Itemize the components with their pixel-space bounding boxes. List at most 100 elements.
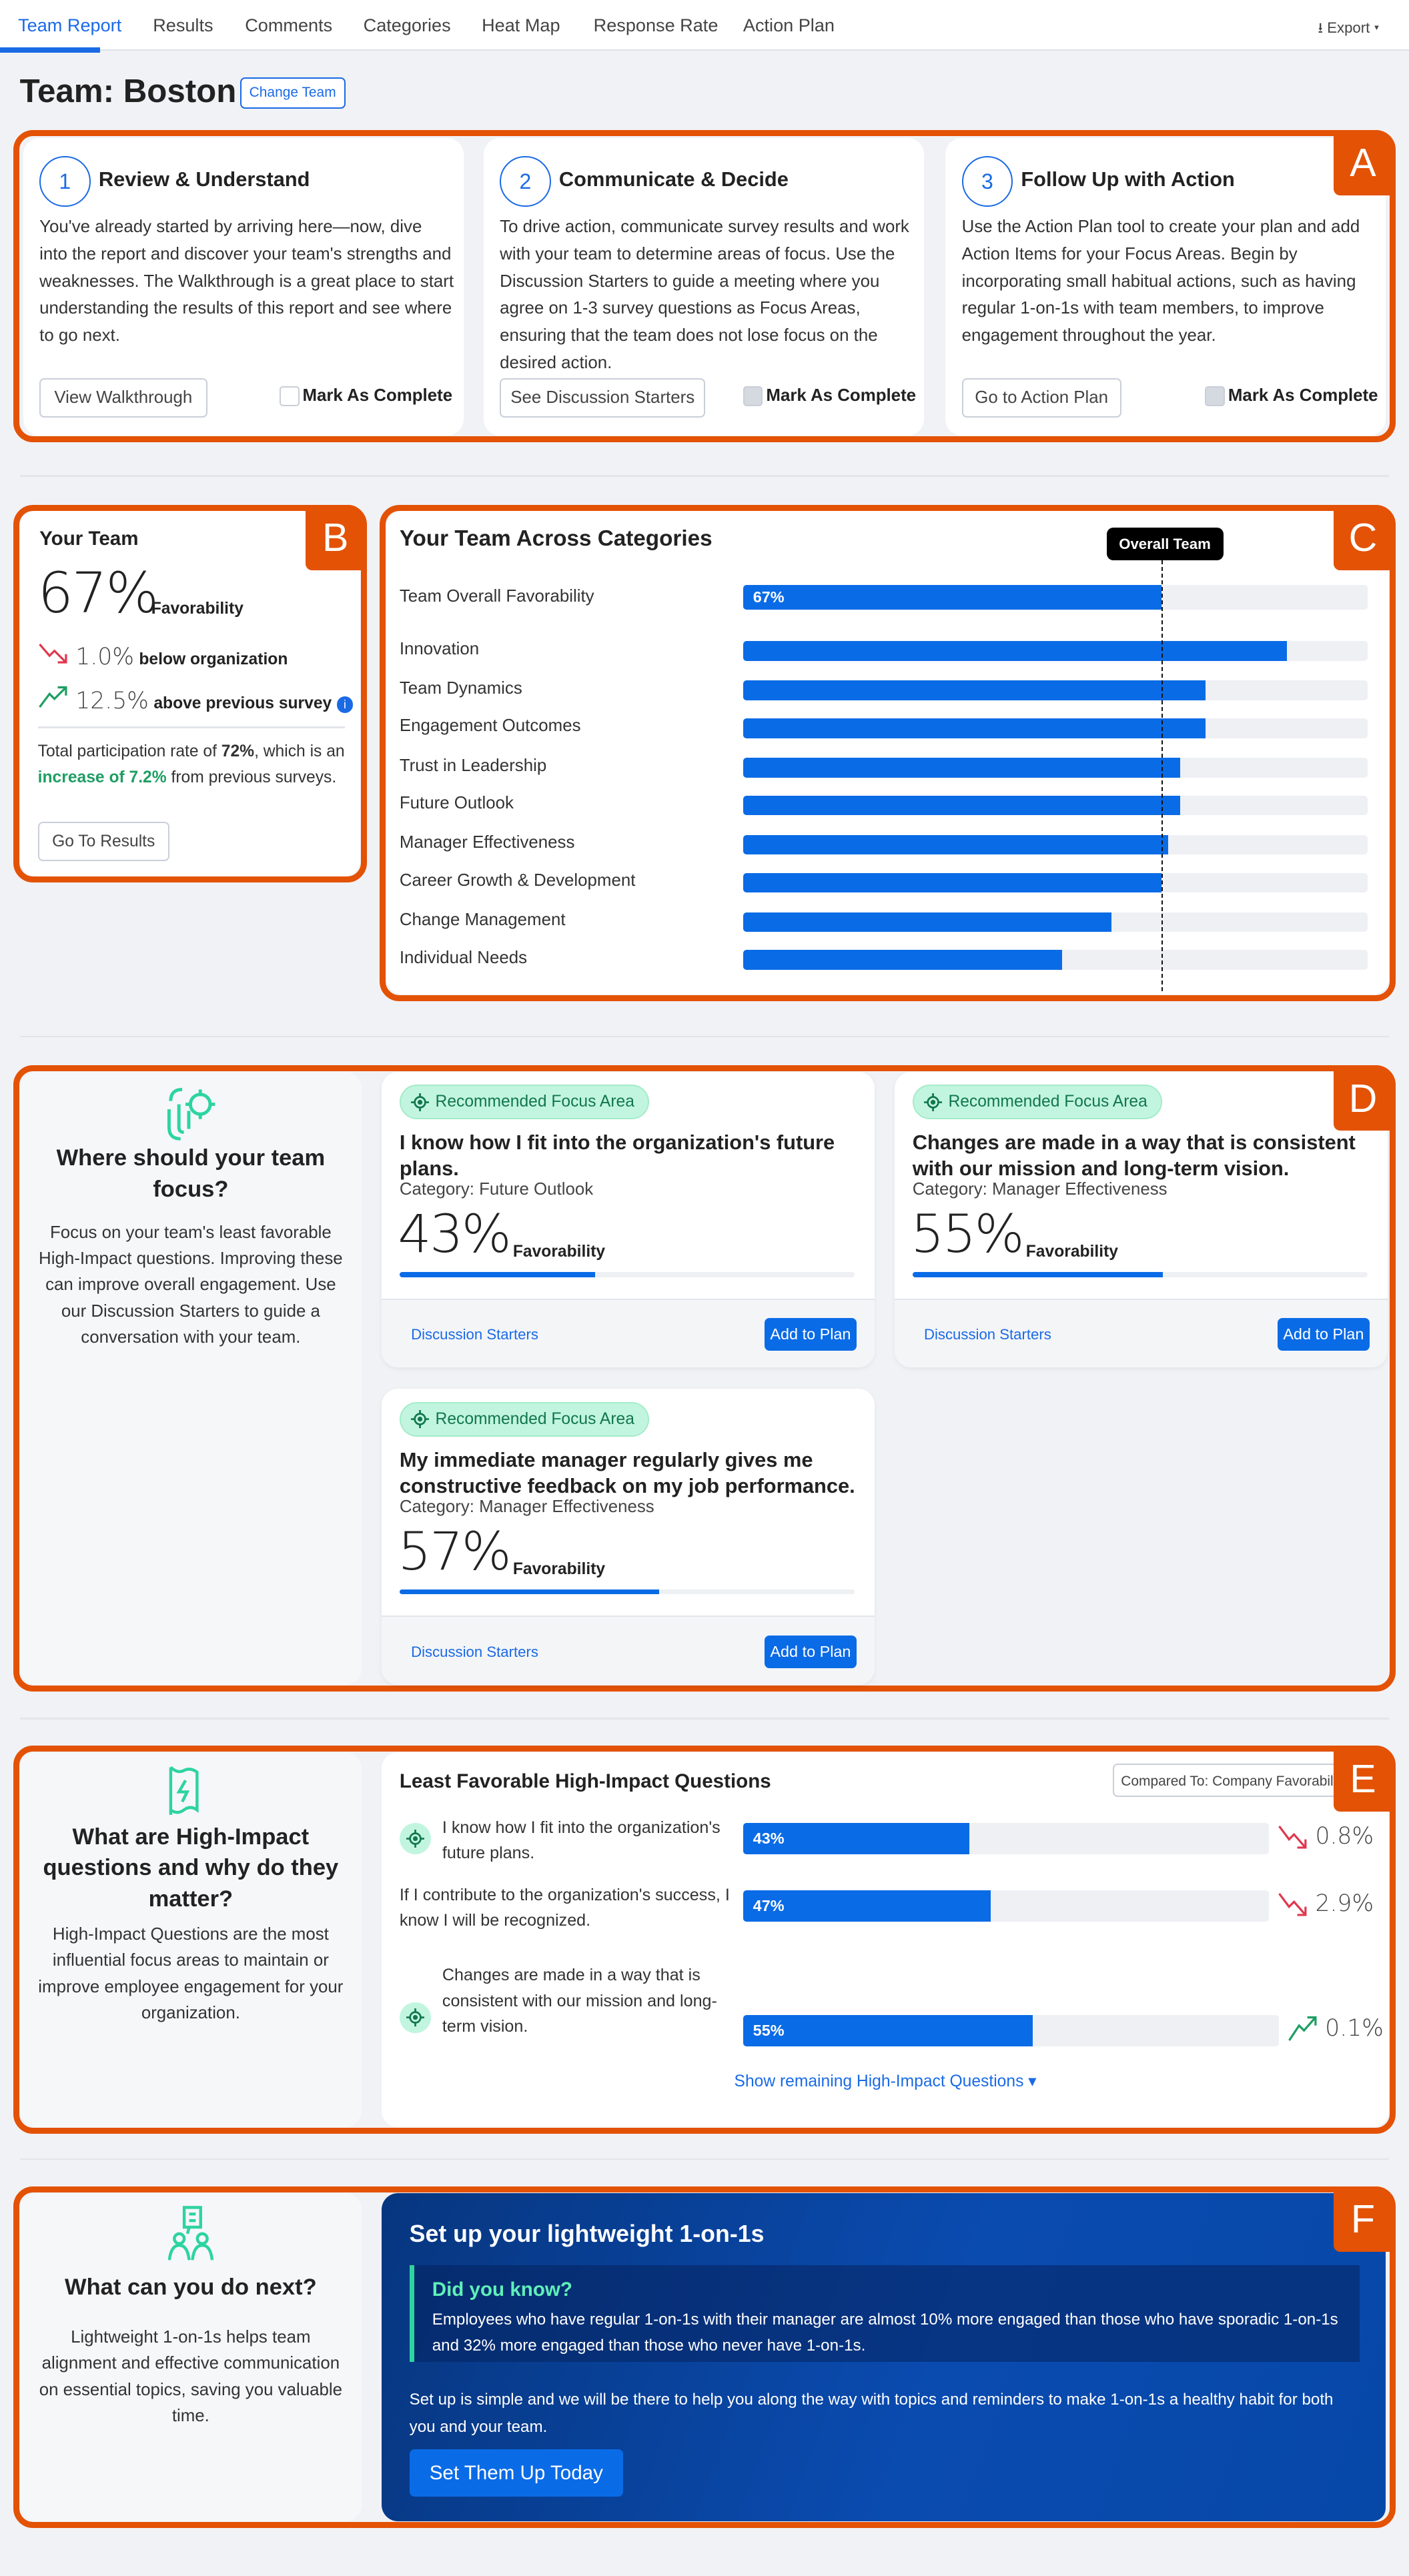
- show-remaining-link[interactable]: Show remaining High-Impact Questions ▾: [382, 2071, 1390, 2091]
- next-steps-panel: What can you do next? Lightweight 1-on-1…: [19, 2192, 362, 2522]
- mark-complete-checkbox[interactable]: [279, 386, 300, 406]
- category-bar-track: [743, 834, 1368, 855]
- tab-action-plan[interactable]: Action Plan: [743, 15, 835, 36]
- question-bar: 55%: [743, 2015, 1033, 2047]
- focus-area-card: Recommended Focus Area My immediate mana…: [381, 1389, 875, 1685]
- mark-complete-checkbox[interactable]: [1205, 386, 1225, 406]
- tab-comments[interactable]: Comments: [245, 15, 333, 36]
- focus-card-footer: Discussion Starters Add to Plan: [894, 1298, 1388, 1368]
- step-number: 1: [39, 156, 91, 207]
- focus-progress-fill: [399, 1272, 596, 1277]
- participation-pre: Total participation rate of: [37, 742, 221, 760]
- divider: [19, 1035, 1390, 1038]
- category-label: Manager Effectiveness: [399, 833, 575, 852]
- question-bar-label: 47%: [753, 1896, 785, 1914]
- change-value: 2.9%: [1315, 1890, 1374, 1918]
- tab-heat-map[interactable]: Heat Map: [482, 15, 560, 36]
- discussion-starters-link[interactable]: Discussion Starters: [923, 1326, 1051, 1343]
- add-to-plan-button[interactable]: Add to Plan: [764, 1635, 857, 1668]
- show-remaining-label: Show remaining High-Impact Questions: [734, 2072, 1024, 2091]
- set-them-up-button[interactable]: Set Them Up Today: [409, 2449, 623, 2497]
- step-body: To drive action, communicate survey resu…: [500, 217, 909, 372]
- focus-heading: Where should your team focus?: [56, 1145, 326, 1202]
- caret-down-icon: ▾: [1028, 2072, 1037, 2091]
- change-indicator: 0.1%: [1288, 2015, 1384, 2042]
- trend-down-icon: [1278, 1826, 1307, 1849]
- vs-prev-value: 12.5%: [75, 688, 149, 715]
- tab-categories[interactable]: Categories: [363, 15, 451, 36]
- category-label: Innovation: [399, 639, 480, 658]
- did-you-know-title: Did you know?: [432, 2278, 572, 2301]
- fingerprint-target-icon: [167, 1088, 215, 1141]
- change-value: 0.1%: [1325, 2015, 1384, 2042]
- focus-body: Focus on your team's least favorable Hig…: [39, 1223, 343, 1347]
- export-button[interactable]: ⭳ Export ▾: [1318, 19, 1380, 36]
- high-impact-info-panel: What are High-Impact questions and why d…: [19, 1752, 362, 2127]
- question-bar-label: 55%: [753, 2022, 785, 2040]
- favorability-label: Favorability: [151, 600, 244, 618]
- question-bar-track: 55%: [743, 2015, 1280, 2047]
- step-action-button[interactable]: Go to Action Plan: [961, 378, 1121, 418]
- change-team-button[interactable]: Change Team: [240, 77, 346, 109]
- focus-favorability: 57%: [398, 1520, 511, 1582]
- participation-mid: , which is an: [254, 742, 345, 760]
- add-to-plan-button[interactable]: Add to Plan: [764, 1317, 857, 1351]
- discussion-starters-link[interactable]: Discussion Starters: [411, 1326, 538, 1343]
- next-heading: What can you do next?: [65, 2274, 317, 2300]
- target-icon: [410, 1410, 429, 1429]
- tab-results[interactable]: Results: [153, 15, 213, 36]
- step-card: 1 Review & Understand You've already sta…: [23, 138, 464, 436]
- download-icon: ⭳: [1318, 19, 1324, 36]
- recommended-focus-badge: Recommended Focus Area: [399, 1085, 649, 1120]
- active-tab-indicator: [0, 47, 101, 53]
- category-bar: [743, 950, 1062, 970]
- section-badge-e: E: [1333, 1746, 1393, 1812]
- mark-complete-checkbox[interactable]: [743, 386, 763, 406]
- favorability-label: Favorability: [1025, 1243, 1118, 1261]
- step-action-button[interactable]: View Walkthrough: [39, 378, 207, 418]
- category-bar-track: [743, 718, 1368, 738]
- divider: [19, 2158, 1390, 2160]
- focus-progress-fill: [912, 1272, 1163, 1277]
- vs-org-label: below organization: [139, 650, 288, 668]
- question-bar-track: 43%: [743, 1823, 1270, 1854]
- participation-text: Total participation rate of 72%, which i…: [38, 738, 350, 791]
- go-to-results-button[interactable]: Go To Results: [37, 822, 169, 862]
- step-body: You've already started by arriving here—…: [39, 217, 454, 345]
- category-label: Change Management: [399, 910, 566, 930]
- category-label: Trust in Leadership: [399, 756, 547, 775]
- change-value: 0.8%: [1315, 1823, 1374, 1850]
- discussion-starters-link[interactable]: Discussion Starters: [411, 1643, 538, 1660]
- tab-response-rate[interactable]: Response Rate: [593, 15, 719, 36]
- participation-post: from previous surveys.: [166, 768, 337, 786]
- tab-team-report[interactable]: Team Report: [18, 15, 122, 36]
- badge-label: Recommended Focus Area: [435, 1093, 634, 1111]
- category-bar: [743, 680, 1206, 700]
- one-on-one-people-icon: [167, 2206, 214, 2261]
- add-to-plan-button[interactable]: Add to Plan: [1277, 1317, 1370, 1351]
- hero-title: Set up your lightweight 1-on-1s: [409, 2220, 765, 2248]
- section-badge-d: D: [1333, 1065, 1393, 1131]
- step-number: 3: [961, 156, 1013, 207]
- question-text: I know how I fit into the organization's…: [442, 1818, 721, 1862]
- category-bar: [743, 834, 1168, 855]
- step-number: 2: [500, 156, 551, 207]
- next-body: Lightweight 1-on-1s helps team alignment…: [39, 2327, 342, 2425]
- category-bar: [743, 758, 1181, 778]
- trend-down-icon: [1278, 1893, 1307, 1916]
- high-impact-card: Least Favorable High-Impact Questions Co…: [381, 1752, 1390, 2127]
- vs-organization: 1.0% below organization: [38, 641, 288, 670]
- target-icon: [410, 1093, 429, 1111]
- step-card: 3 Follow Up with Action Use the Action P…: [945, 138, 1386, 436]
- category-label: Team Dynamics: [399, 678, 522, 698]
- focus-question: Changes are made in a way that is consis…: [912, 1131, 1356, 1181]
- info-icon[interactable]: i: [336, 696, 354, 713]
- focus-progress: [399, 1589, 855, 1595]
- step-action-button[interactable]: See Discussion Starters: [500, 378, 706, 418]
- focus-favorability: 43%: [398, 1203, 511, 1265]
- category-label: Future Outlook: [399, 794, 514, 813]
- focus-category: Category: Manager Effectiveness: [399, 1497, 654, 1517]
- focus-card-footer: Discussion Starters Add to Plan: [381, 1298, 875, 1368]
- recommended-focus-badge: Recommended Focus Area: [399, 1402, 649, 1437]
